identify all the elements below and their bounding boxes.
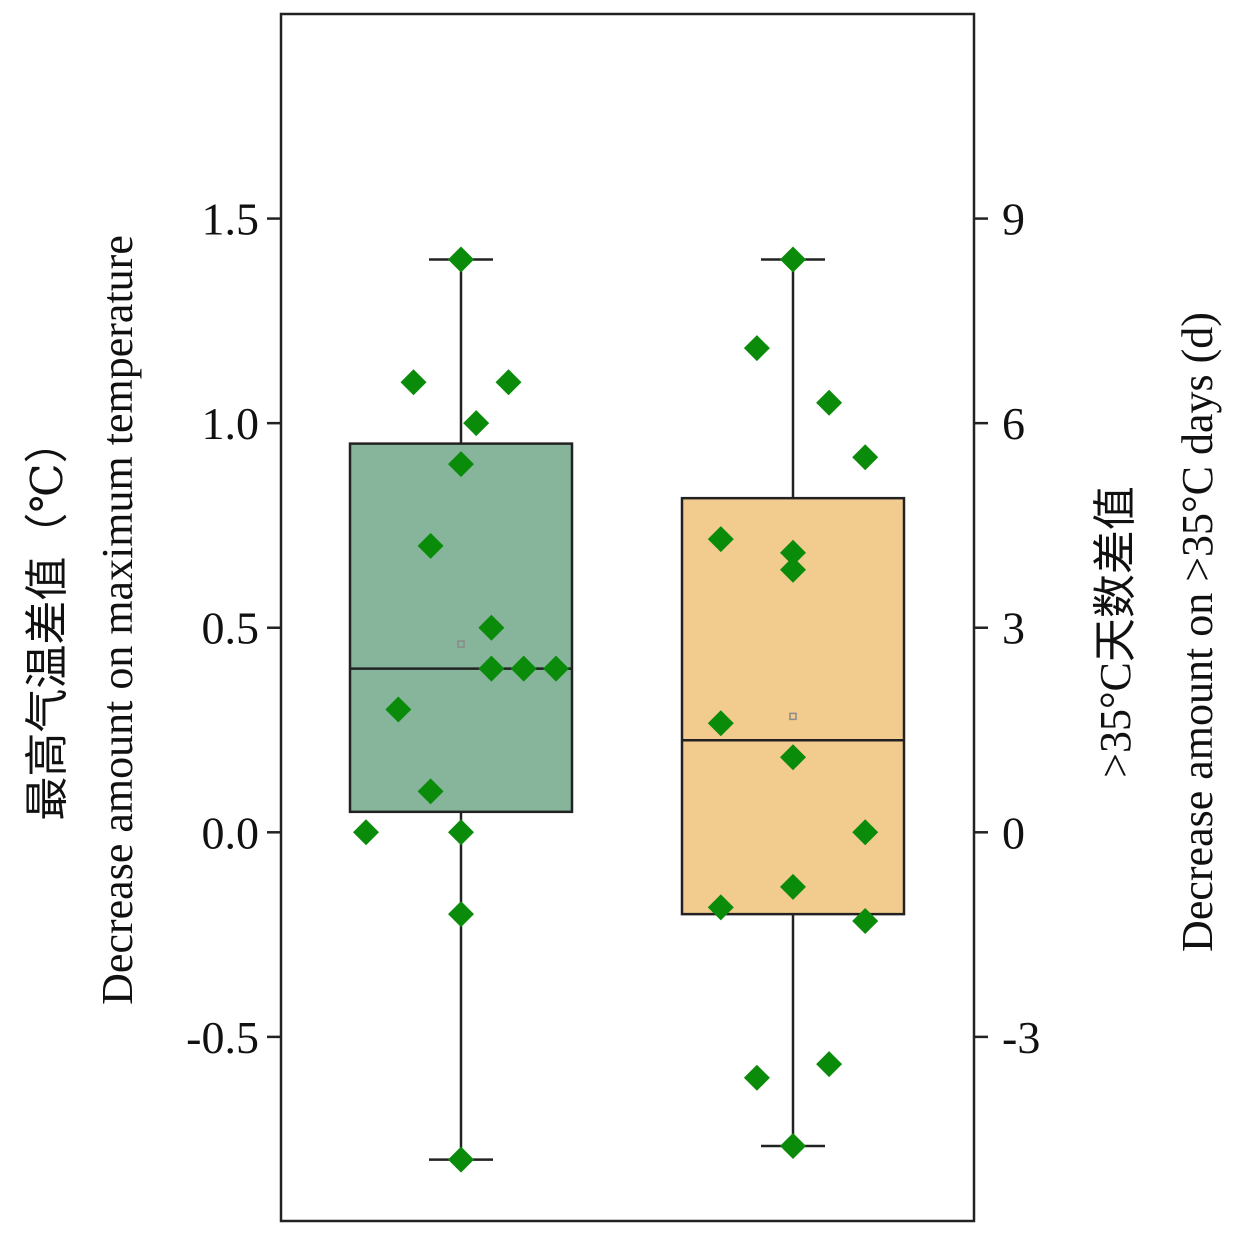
data-point: [852, 907, 879, 934]
data-point: [417, 778, 444, 805]
left-tick-label: 0.0: [202, 807, 260, 858]
data-point: [780, 556, 806, 583]
plot-frame: [279, 12, 976, 1223]
data-point: [495, 369, 522, 396]
right-axis-title-cn: >35°C天数差值: [1091, 486, 1140, 778]
data-point: [510, 655, 537, 682]
data-point: [400, 369, 427, 396]
data-point: [707, 526, 734, 553]
data-point: [816, 389, 843, 416]
data-point: [478, 614, 505, 641]
left-axis-ticks: 1.5 1.0 0.5 0.0 -0.5: [186, 194, 281, 1063]
left-tick-label: 1.5: [202, 194, 260, 245]
right-axis-ticks: 9 6 3 0 -3: [974, 194, 1040, 1063]
data-point: [417, 532, 444, 559]
data-point: [780, 744, 806, 771]
box-2: [680, 258, 906, 1148]
data-point: [448, 819, 474, 846]
data-point: [385, 696, 412, 723]
data-point: [852, 819, 879, 846]
right-tick-label: -3: [1002, 1012, 1040, 1063]
data-point: [743, 335, 770, 362]
data-point: [743, 1064, 770, 1091]
data-point: [448, 1146, 474, 1173]
data-point: [353, 819, 379, 846]
left-tick-label: 0.5: [202, 603, 260, 654]
data-point: [780, 873, 806, 900]
data-point: [780, 539, 806, 566]
data-points: [353, 246, 879, 1173]
data-point: [707, 710, 734, 737]
right-tick-label: 0: [1002, 807, 1025, 858]
left-axis-title-en: Decrease amount on maximum temperature: [93, 235, 142, 1005]
right-tick-label: 6: [1002, 398, 1025, 449]
data-point: [448, 451, 474, 478]
box-1: [348, 258, 574, 1161]
mean-marker: [457, 640, 465, 648]
data-point: [448, 246, 474, 273]
data-point: [780, 1132, 806, 1159]
data-point: [463, 410, 490, 437]
data-point: [478, 655, 505, 682]
left-tick-label: -0.5: [186, 1012, 259, 1063]
right-tick-label: 3: [1002, 603, 1025, 654]
data-point: [543, 655, 569, 682]
left-axis-title-unit: （℃）: [23, 419, 72, 556]
data-point: [852, 444, 879, 471]
data-point: [816, 1051, 843, 1078]
data-point: [707, 894, 734, 921]
left-tick-label: 1.0: [202, 398, 260, 449]
left-axis-title-cn: 最高气温差值: [23, 557, 72, 821]
data-point: [780, 246, 806, 273]
mean-marker: [789, 712, 797, 721]
data-point: [448, 901, 474, 928]
box-series: [348, 258, 906, 1161]
right-axis-title-en: Decrease amount on >35°C days (d): [1173, 312, 1222, 952]
right-tick-label: 9: [1002, 194, 1025, 245]
iqr-box: [348, 442, 574, 814]
left-axis-title: 最高气温差值（℃）: [23, 419, 72, 820]
